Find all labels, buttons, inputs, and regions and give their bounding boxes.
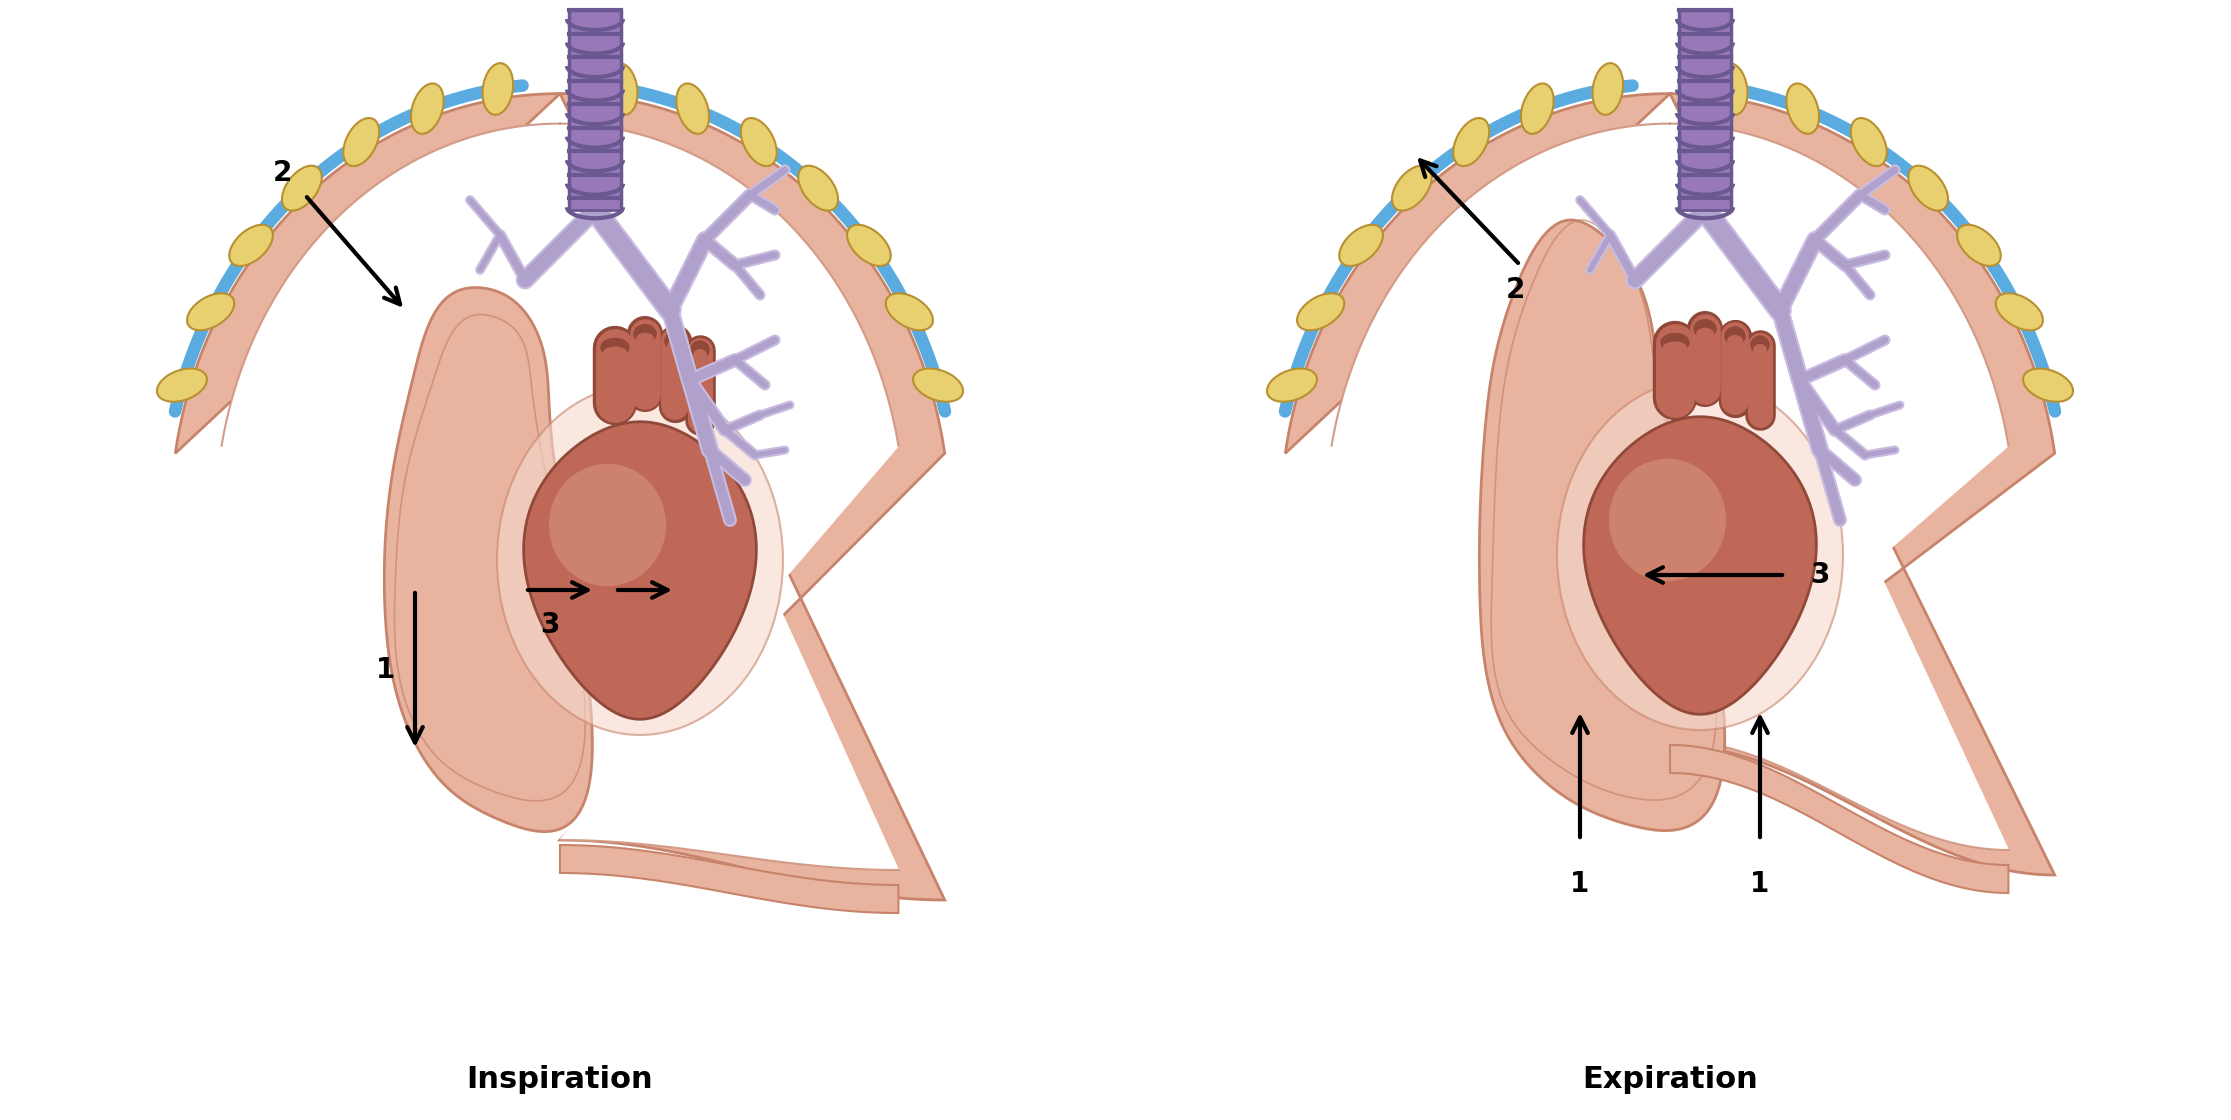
Ellipse shape xyxy=(1662,334,1689,352)
Text: Expiration: Expiration xyxy=(1582,1065,1758,1094)
Ellipse shape xyxy=(549,464,667,586)
Polygon shape xyxy=(1479,220,1725,831)
Ellipse shape xyxy=(636,333,654,345)
Ellipse shape xyxy=(665,332,685,351)
Ellipse shape xyxy=(848,225,890,265)
Polygon shape xyxy=(1332,123,2008,850)
Ellipse shape xyxy=(1957,225,2001,265)
Text: 1: 1 xyxy=(1571,870,1591,898)
Ellipse shape xyxy=(344,118,379,166)
Ellipse shape xyxy=(600,338,629,356)
Ellipse shape xyxy=(912,368,964,402)
Ellipse shape xyxy=(1392,166,1432,211)
Polygon shape xyxy=(1680,10,1731,211)
Ellipse shape xyxy=(1609,459,1727,581)
Ellipse shape xyxy=(156,368,207,402)
Polygon shape xyxy=(524,422,756,719)
Ellipse shape xyxy=(1725,327,1745,345)
Ellipse shape xyxy=(667,340,683,352)
Ellipse shape xyxy=(602,346,627,358)
Ellipse shape xyxy=(411,84,444,133)
Ellipse shape xyxy=(886,293,933,330)
Ellipse shape xyxy=(1997,293,2044,330)
Text: 1: 1 xyxy=(375,656,395,684)
Ellipse shape xyxy=(1727,335,1742,347)
Polygon shape xyxy=(560,844,899,913)
Ellipse shape xyxy=(1662,342,1687,354)
Ellipse shape xyxy=(482,63,513,114)
Ellipse shape xyxy=(1852,118,1887,166)
Text: 3: 3 xyxy=(1809,561,1829,589)
Ellipse shape xyxy=(1693,319,1716,338)
Ellipse shape xyxy=(230,225,272,265)
Ellipse shape xyxy=(1696,328,1713,339)
Ellipse shape xyxy=(1296,293,1345,330)
Ellipse shape xyxy=(694,349,707,361)
Ellipse shape xyxy=(2024,368,2073,402)
Ellipse shape xyxy=(1522,84,1553,133)
Polygon shape xyxy=(221,123,899,870)
Ellipse shape xyxy=(498,385,783,735)
Polygon shape xyxy=(1285,94,2055,875)
Ellipse shape xyxy=(692,340,709,360)
Ellipse shape xyxy=(676,84,709,133)
Ellipse shape xyxy=(741,118,776,166)
Polygon shape xyxy=(1584,417,1816,715)
Text: Inspiration: Inspiration xyxy=(466,1065,654,1094)
Ellipse shape xyxy=(634,325,656,343)
Text: 2: 2 xyxy=(272,159,292,187)
Ellipse shape xyxy=(607,63,638,114)
Ellipse shape xyxy=(1908,166,1948,211)
Ellipse shape xyxy=(281,166,321,211)
Polygon shape xyxy=(176,94,944,900)
Polygon shape xyxy=(1671,745,2008,893)
Ellipse shape xyxy=(1787,84,1818,133)
Ellipse shape xyxy=(187,293,234,330)
Ellipse shape xyxy=(1339,225,1383,265)
Text: 3: 3 xyxy=(540,612,560,640)
Ellipse shape xyxy=(1751,336,1769,354)
Ellipse shape xyxy=(1718,63,1747,114)
Ellipse shape xyxy=(1267,368,1316,402)
Ellipse shape xyxy=(1557,380,1843,730)
Ellipse shape xyxy=(1452,118,1490,166)
Ellipse shape xyxy=(799,166,839,211)
Ellipse shape xyxy=(1754,344,1767,356)
Text: 1: 1 xyxy=(1751,870,1769,898)
Polygon shape xyxy=(569,10,620,211)
Polygon shape xyxy=(384,288,593,832)
Text: 2: 2 xyxy=(1506,276,1524,304)
Ellipse shape xyxy=(1593,63,1624,114)
